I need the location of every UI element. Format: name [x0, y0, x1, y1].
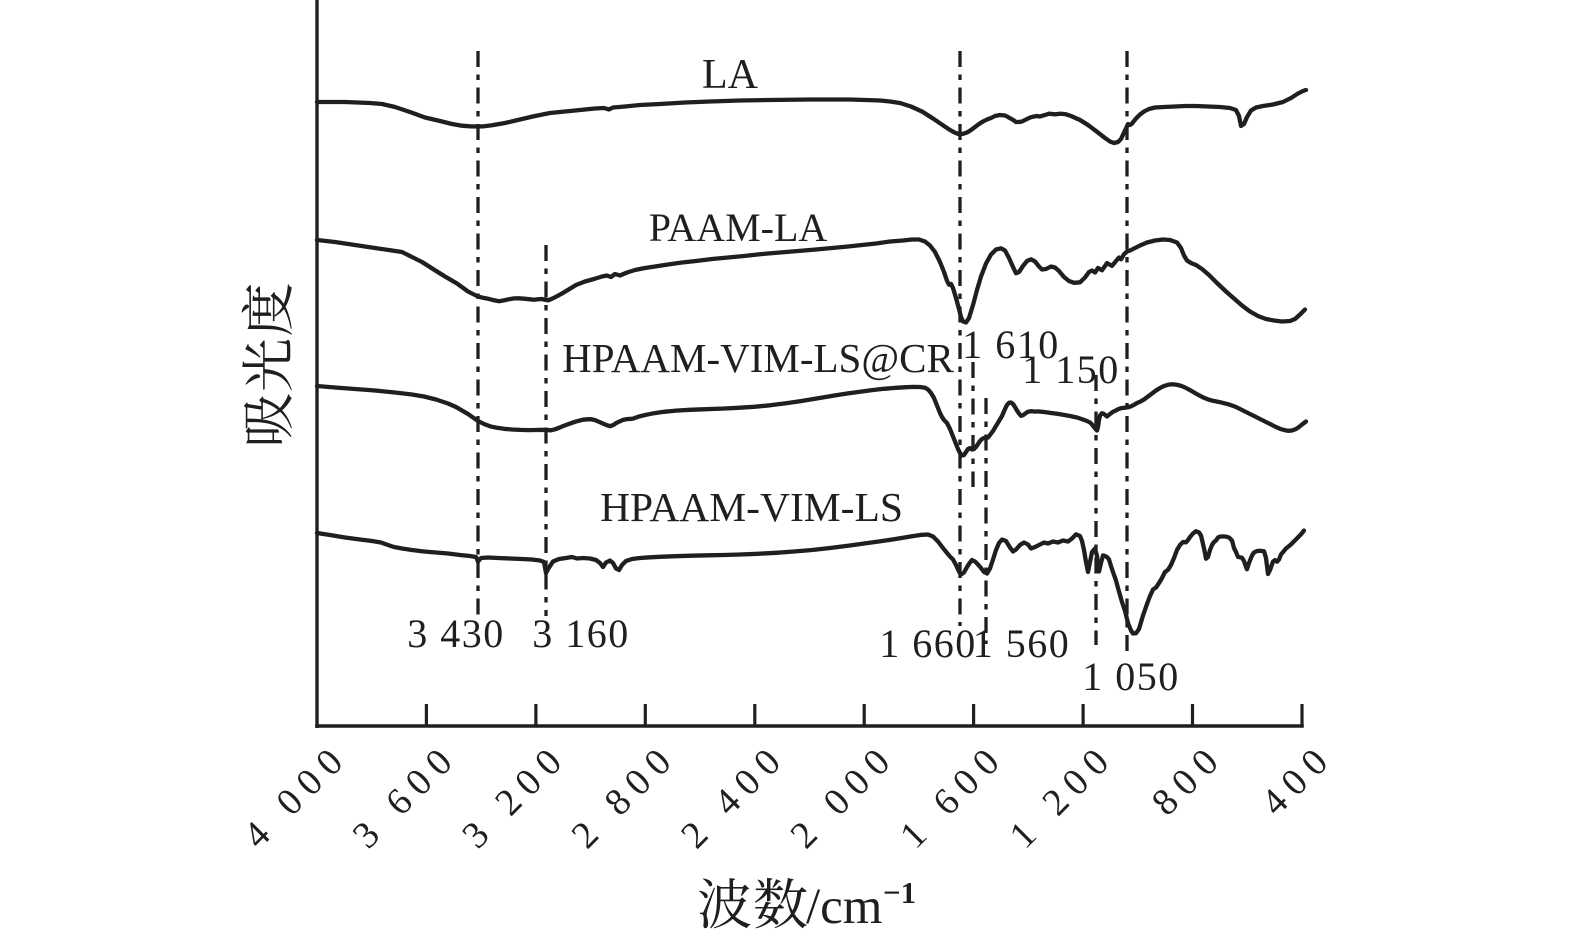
svg-text:1 610: 1 610 — [962, 322, 1060, 367]
svg-text:3 430: 3 430 — [407, 611, 505, 656]
svg-text:HPAAM-VIM-LS: HPAAM-VIM-LS — [600, 484, 903, 530]
svg-text:1 150: 1 150 — [1022, 347, 1120, 392]
svg-text:−1: −1 — [883, 875, 916, 910]
svg-text:LA: LA — [702, 52, 759, 98]
svg-text:3 160: 3 160 — [532, 611, 630, 656]
svg-text:HPAAM-VIM-LS@CR: HPAAM-VIM-LS@CR — [562, 335, 954, 381]
svg-text:/cm: /cm — [806, 879, 882, 935]
svg-text:1 560: 1 560 — [973, 621, 1071, 666]
svg-text:1 660: 1 660 — [879, 621, 977, 666]
svg-text:PAAM-LA: PAAM-LA — [649, 205, 828, 250]
svg-text:1 050: 1 050 — [1082, 654, 1180, 699]
